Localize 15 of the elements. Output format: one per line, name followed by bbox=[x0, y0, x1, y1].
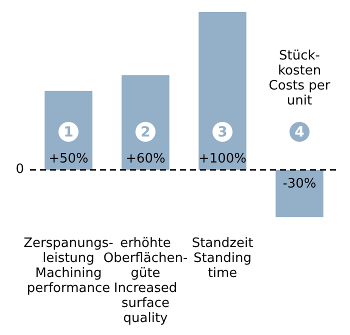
x-tick-label: Stück- kosten Costs per unit bbox=[268, 48, 331, 109]
bar bbox=[44, 90, 92, 170]
data-label: +100% bbox=[198, 152, 247, 167]
annotation: 3 bbox=[218, 124, 228, 140]
ref-line-label: 0 bbox=[16, 162, 24, 178]
bar bbox=[122, 75, 170, 170]
annotation: 2 bbox=[140, 124, 150, 140]
data-label: +60% bbox=[126, 152, 166, 167]
annotation: 4 bbox=[294, 124, 305, 140]
bar bbox=[276, 170, 324, 218]
bar bbox=[198, 12, 246, 170]
data-label: -30% bbox=[282, 176, 316, 192]
data-label: +50% bbox=[48, 152, 88, 167]
annotation: 1 bbox=[64, 124, 74, 140]
x-tick-label: Standzeit Standing time bbox=[192, 236, 254, 281]
